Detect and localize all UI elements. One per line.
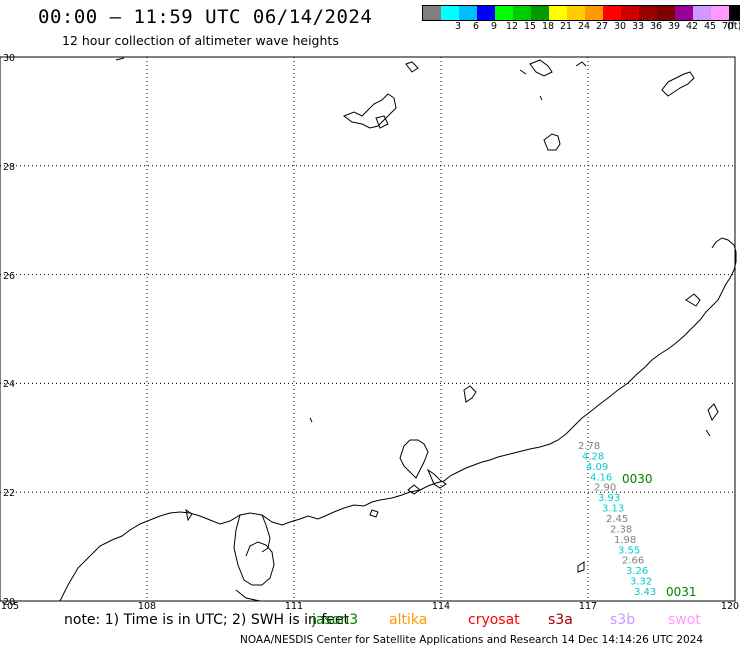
colorbar-swatch bbox=[711, 6, 729, 20]
colorbar-swatch bbox=[621, 6, 639, 20]
colorbar-label: 27 bbox=[595, 21, 609, 32]
wave-height-label: 3.93 bbox=[598, 493, 620, 504]
longitude-label: 108 bbox=[137, 601, 157, 612]
wave-height-label: 2.78 bbox=[578, 441, 600, 452]
colorbar-swatch bbox=[477, 6, 495, 20]
colorbar-swatch bbox=[513, 6, 531, 20]
wave-height-label: 1.98 bbox=[614, 535, 636, 546]
satellite-name: s3b bbox=[610, 612, 636, 628]
colorbar-label: 33 bbox=[631, 21, 645, 32]
colorbar-swatch bbox=[423, 6, 441, 20]
colorbar-label: 9 bbox=[490, 21, 498, 32]
colorbar-swatch bbox=[549, 6, 567, 20]
wave-height-label: 3.13 bbox=[602, 504, 624, 515]
colorbar-swatch bbox=[567, 6, 585, 20]
map-title: 00:00 – 11:59 UTC 06/14/2024 bbox=[38, 6, 373, 28]
longitude-label: 117 bbox=[578, 601, 598, 612]
colorbar-swatch bbox=[495, 6, 513, 20]
colorbar-swatch bbox=[585, 6, 603, 20]
colorbar-swatch bbox=[693, 6, 711, 20]
colorbar-label: 12 bbox=[505, 21, 519, 32]
colorbar-label: 42 bbox=[685, 21, 699, 32]
colorbar bbox=[422, 5, 740, 21]
longitude-label: 111 bbox=[284, 601, 304, 612]
latitude-label: 30 bbox=[3, 53, 16, 64]
colorbar-swatch bbox=[729, 6, 740, 20]
colorbar-label: 15 bbox=[523, 21, 537, 32]
longitude-label: 105 bbox=[0, 601, 20, 612]
credit-line: NOAA/NESDIS Center for Satellite Applica… bbox=[240, 634, 704, 646]
wave-height-label: 4.28 bbox=[582, 451, 604, 462]
latitude-label: 24 bbox=[3, 379, 16, 391]
map-subtitle: 12 hour collection of altimeter wave hei… bbox=[62, 33, 339, 48]
colorbar-unit: (ft) bbox=[727, 21, 740, 32]
wave-height-label: 3.55 bbox=[618, 545, 640, 556]
wave-height-label: 2.66 bbox=[622, 556, 644, 567]
wave-height-label: 2.90 bbox=[594, 483, 616, 494]
wave-height-label: 3.43 bbox=[634, 587, 656, 598]
colorbar-label: 30 bbox=[613, 21, 627, 32]
wave-height-label: 4.16 bbox=[590, 472, 612, 483]
coastline bbox=[59, 57, 737, 602]
colorbar-swatch bbox=[459, 6, 477, 20]
colorbar-label: 45 bbox=[703, 21, 717, 32]
wave-height-label: 3.26 bbox=[626, 566, 648, 577]
wave-height-label: 4.09 bbox=[586, 462, 608, 473]
colorbar-swatch bbox=[441, 6, 459, 20]
colorbar-swatch bbox=[603, 6, 621, 20]
mainland-coastline bbox=[59, 237, 737, 602]
footer-note: note: 1) Time is in UTC; 2) SWH is in fe… bbox=[64, 612, 350, 628]
satellite-name: altika bbox=[389, 612, 428, 628]
inland-lake-1 bbox=[342, 93, 397, 129]
colorbar-swatch bbox=[675, 6, 693, 20]
colorbar-label: 3 bbox=[454, 21, 462, 32]
track-time-label: 0031 bbox=[666, 585, 697, 599]
hainan-outline bbox=[235, 589, 261, 602]
inner-bay-coastline bbox=[261, 514, 271, 553]
latitude-label: 28 bbox=[3, 161, 16, 173]
wave-height-label: 3.32 bbox=[630, 577, 652, 588]
colorbar-label: 39 bbox=[667, 21, 681, 32]
satellite-track: 2.784.284.094.162.903.933.132.452.381.98… bbox=[578, 441, 697, 599]
east-coast-islands bbox=[707, 403, 719, 422]
colorbar-label: 36 bbox=[649, 21, 663, 32]
latitude-label: 22 bbox=[3, 488, 16, 500]
colorbar-label: 24 bbox=[577, 21, 591, 32]
colorbar-swatch bbox=[531, 6, 549, 20]
wave-height-label: 2.38 bbox=[610, 524, 632, 535]
colorbar-label: 18 bbox=[541, 21, 555, 32]
satellite-name: jason3 bbox=[312, 612, 359, 628]
colorbar-label: 21 bbox=[559, 21, 573, 32]
leizhou-peninsula bbox=[233, 514, 275, 586]
wave-height-label: 2.45 bbox=[606, 514, 628, 525]
latitude-label: 26 bbox=[3, 270, 16, 282]
satellite-name: s3a bbox=[548, 612, 573, 628]
longitude-label: 120 bbox=[720, 601, 740, 612]
east-china-coast-top bbox=[661, 71, 695, 97]
satellite-name: cryosat bbox=[468, 612, 520, 628]
colorbar-label: 70 bbox=[721, 21, 735, 32]
colorbar-label: 6 bbox=[472, 21, 480, 32]
colorbar-swatch bbox=[639, 6, 657, 20]
longitude-label: 114 bbox=[431, 601, 451, 612]
satellite-name: swot bbox=[668, 612, 701, 628]
map-frame bbox=[0, 56, 736, 602]
inland-lake-2 bbox=[543, 133, 561, 151]
pearl-river-islands bbox=[399, 439, 429, 479]
latitude-label: 20 bbox=[3, 597, 16, 608]
colorbar-swatch bbox=[657, 6, 675, 20]
track-time-label: 0030 bbox=[622, 472, 653, 486]
